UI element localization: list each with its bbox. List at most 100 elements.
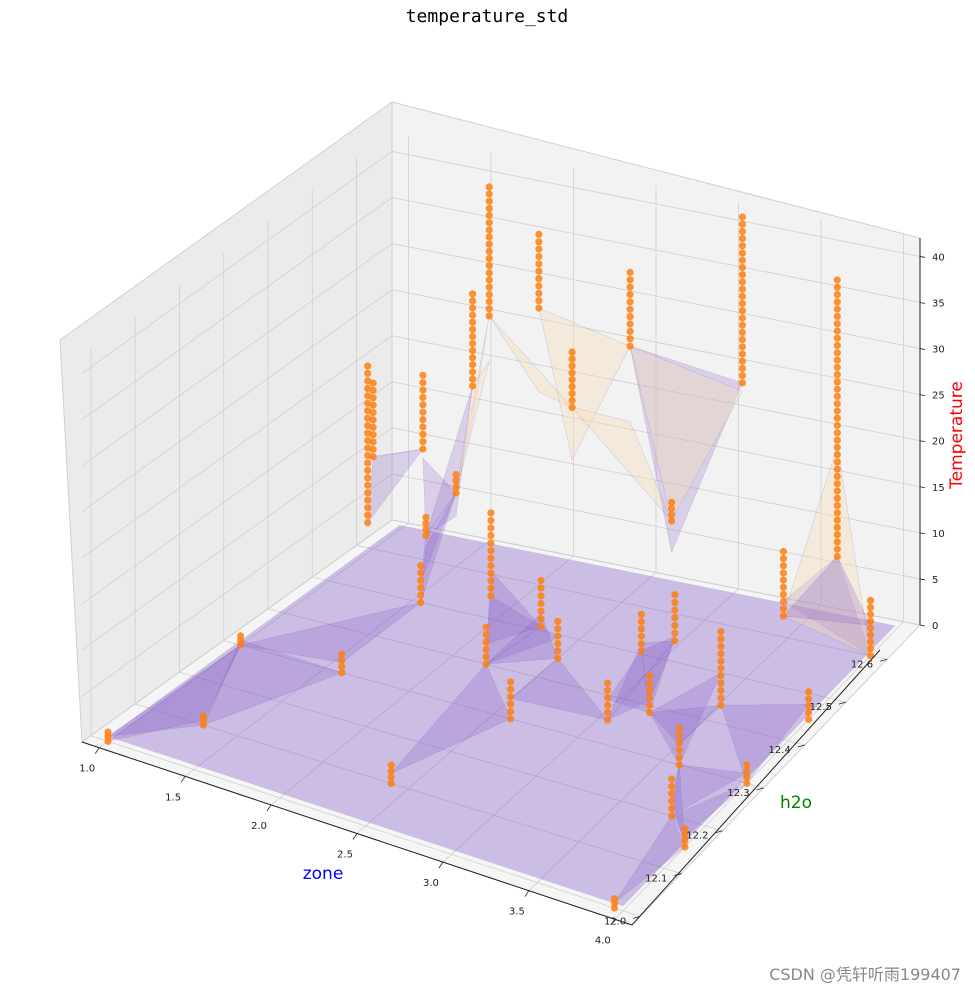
data-point: [626, 290, 634, 299]
data-column: [199, 712, 207, 729]
data-column: [237, 632, 245, 649]
data-point: [554, 617, 562, 626]
data-point: [626, 320, 634, 328]
y-tick-label: 12.5: [810, 702, 832, 713]
surface-facet: [488, 315, 573, 408]
data-point: [199, 712, 207, 720]
data-point: [833, 312, 841, 320]
data-point: [485, 190, 493, 198]
data-point: [833, 327, 841, 335]
data-point: [554, 654, 562, 662]
data-point: [833, 552, 841, 561]
data-point: [604, 679, 612, 687]
data-point: [668, 797, 676, 805]
data-point: [646, 679, 654, 687]
data-point: [675, 746, 683, 754]
data-point: [833, 429, 841, 437]
data-point: [537, 584, 545, 592]
data-point: [369, 438, 377, 446]
data-point: [422, 519, 430, 528]
data-point: [369, 445, 377, 453]
y-tick-mark: [674, 873, 682, 876]
data-point: [485, 283, 493, 291]
data-point: [387, 767, 395, 775]
data-point: [833, 341, 841, 350]
surface-facet: [455, 315, 490, 494]
data-point: [487, 562, 495, 570]
data-point: [535, 260, 543, 268]
data-point: [364, 437, 372, 445]
data-point: [681, 843, 689, 851]
data-point: [537, 599, 545, 608]
x-tick-label: 1.5: [165, 792, 181, 803]
data-column: [626, 268, 634, 350]
z-axis-label: Temperature: [947, 381, 967, 490]
data-point: [779, 612, 788, 620]
data-point: [833, 385, 841, 393]
y-axis-ticks: 12.0 12.1 12.2 12.3 12.4 12.5 12.6: [604, 658, 888, 927]
z-tick-label: 35: [932, 299, 945, 310]
data-point: [637, 625, 646, 633]
data-point: [626, 283, 634, 291]
data-point: [671, 591, 679, 599]
data-point: [338, 650, 346, 658]
data-point: [738, 213, 747, 221]
data-point: [554, 647, 562, 655]
data-point: [485, 262, 493, 270]
data-point: [469, 297, 477, 305]
data-point: [743, 761, 751, 769]
data-point: [805, 695, 813, 703]
x-tick-mark: [438, 861, 444, 869]
data-point: [866, 652, 875, 660]
data-point: [671, 598, 679, 607]
data-point: [668, 812, 676, 820]
data-point: [369, 453, 377, 461]
data-point: [419, 438, 427, 446]
data-point: [485, 226, 493, 234]
surface-facet: [607, 640, 676, 721]
data-point: [364, 451, 372, 460]
data-column: [487, 509, 495, 600]
data-point: [805, 688, 813, 696]
data-column: [604, 679, 612, 724]
data-point: [364, 377, 372, 385]
data-point: [717, 650, 725, 658]
z-tick-label: 20: [932, 437, 945, 448]
data-point: [469, 361, 477, 369]
z-tick-mark: [919, 256, 926, 258]
data-point: [833, 392, 841, 400]
surface-facet: [571, 406, 672, 522]
data-column: [482, 623, 490, 668]
data-point: [833, 465, 841, 473]
data-point: [535, 252, 543, 261]
surface-facet: [509, 657, 609, 721]
data-point: [833, 400, 841, 408]
data-point: [387, 761, 395, 769]
surface-facet: [240, 602, 421, 663]
data-point: [668, 775, 676, 783]
data-point: [717, 635, 725, 643]
data-point: [805, 715, 813, 724]
data-point: [487, 569, 495, 577]
z-tick-mark: [919, 578, 926, 581]
data-point: [681, 837, 689, 845]
data-point: [369, 416, 377, 424]
data-point: [469, 368, 477, 376]
z-tick-mark: [919, 532, 926, 535]
data-point: [469, 304, 477, 312]
surface-facet: [649, 672, 722, 766]
data-column: [568, 348, 576, 411]
data-point: [626, 342, 634, 350]
data-point: [364, 422, 372, 430]
data-point: [387, 779, 395, 788]
data-columns: [104, 183, 875, 912]
data-point: [738, 249, 747, 257]
data-column: [610, 895, 619, 912]
data-column: [738, 213, 747, 387]
data-point: [338, 669, 346, 677]
data-point: [717, 679, 725, 687]
data-point: [604, 694, 612, 702]
data-point: [507, 707, 515, 716]
data-point: [364, 481, 372, 489]
data-point: [833, 283, 841, 291]
